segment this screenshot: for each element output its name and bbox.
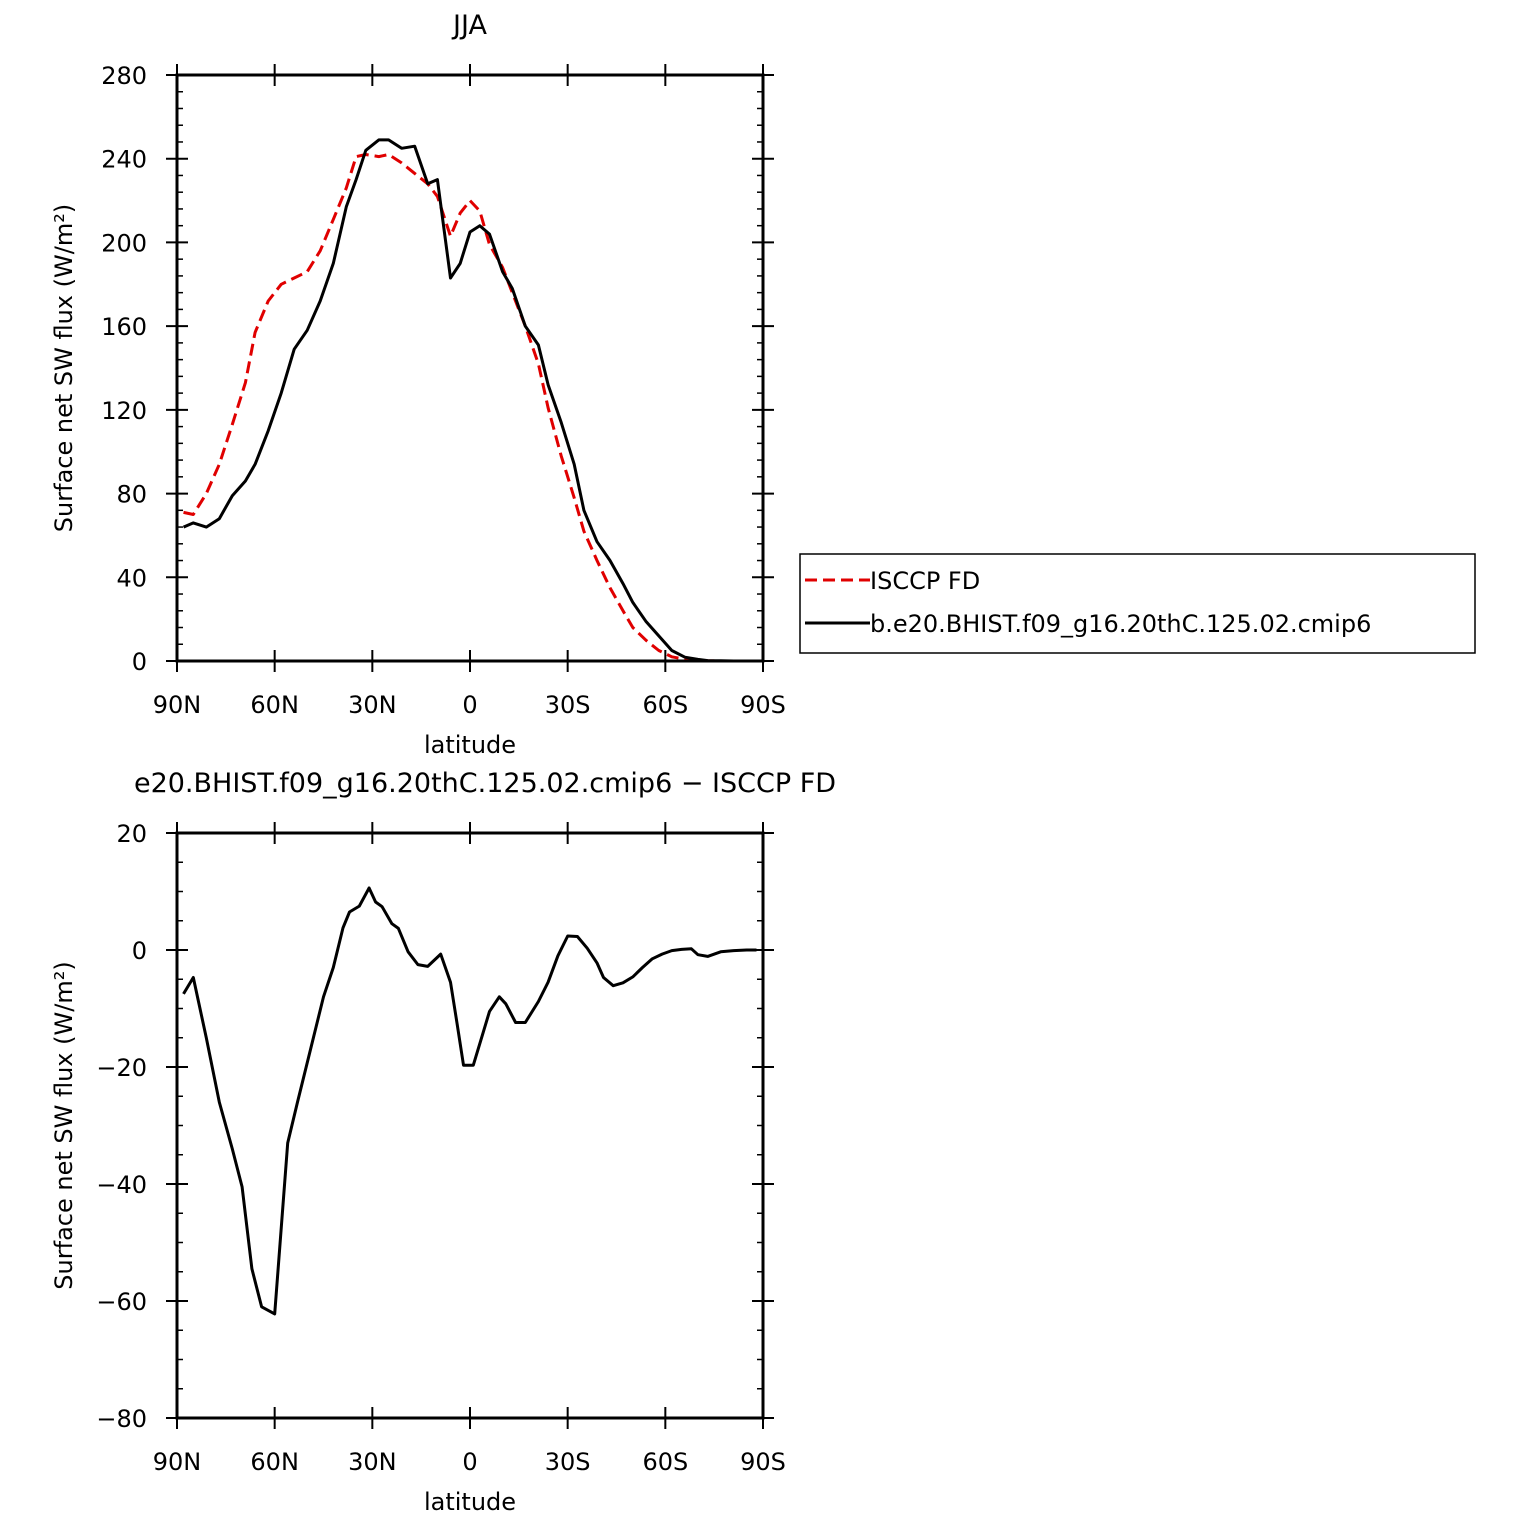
x-tick-label: 90S bbox=[740, 1448, 786, 1476]
bottom-plot-frame bbox=[175, 831, 765, 1420]
y-tick-label: 120 bbox=[101, 397, 147, 425]
series-line-bot-0 bbox=[182, 886, 757, 1316]
bottom-panel: e20.BHIST.f09_g16.20thC.125.02.cmip6 − I… bbox=[50, 768, 836, 1516]
x-tick-label: 30N bbox=[348, 1448, 397, 1476]
x-tick-label: 60S bbox=[642, 1448, 688, 1476]
bottom-chart-title: e20.BHIST.f09_g16.20thC.125.02.cmip6 − I… bbox=[134, 768, 836, 799]
x-tick-label: 30N bbox=[348, 691, 397, 719]
legend-label-model: b.e20.BHIST.f09_g16.20thC.125.02.cmip6 bbox=[870, 610, 1371, 638]
y-tick-label: −60 bbox=[96, 1288, 147, 1316]
x-tick-label: 90N bbox=[153, 1448, 202, 1476]
y-tick-label: 20 bbox=[116, 820, 147, 848]
top-panel: JJA 0 40 80 120 160 200 240 280 90N 60N 30N 0 30S 60S… bbox=[50, 10, 786, 759]
x-tick-label: 0 bbox=[462, 691, 477, 719]
x-tick-label: 60N bbox=[250, 1448, 299, 1476]
y-tick-label: 240 bbox=[101, 146, 147, 174]
y-tick-label: −80 bbox=[96, 1405, 147, 1433]
y-tick-label: 0 bbox=[132, 937, 147, 965]
top-chart-title: JJA bbox=[451, 10, 487, 41]
y-tick-label: 160 bbox=[101, 313, 147, 341]
top-x-axis-label: latitude bbox=[424, 731, 516, 759]
series-line-top-1 bbox=[182, 138, 757, 663]
top-tick-labels: 0 40 80 120 160 200 240 280 90N 60N 30N 0 30S 60S 90S bbox=[101, 62, 786, 719]
y-tick-label: 40 bbox=[116, 564, 147, 592]
top-axis-ticks bbox=[166, 64, 774, 672]
bottom-tick-labels: −80 −60 −40 −20 0 20 90N 60N 30N 0 30S 60S 90S bbox=[96, 820, 786, 1476]
y-tick-label: 200 bbox=[101, 229, 147, 257]
y-tick-label: 0 bbox=[132, 648, 147, 676]
top-y-axis-label: Surface net SW flux (W/m²) bbox=[50, 204, 78, 532]
y-tick-label: 80 bbox=[116, 481, 147, 509]
x-tick-label: 90N bbox=[153, 691, 202, 719]
x-tick-label: 30S bbox=[545, 691, 591, 719]
x-tick-label: 60N bbox=[250, 691, 299, 719]
bottom-y-axis-label: Surface net SW flux (W/m²) bbox=[50, 961, 78, 1289]
legend-box bbox=[799, 553, 1476, 654]
legend-label-isccp: ISCCP FD bbox=[870, 567, 980, 595]
y-tick-label: 280 bbox=[101, 62, 147, 90]
bottom-axis-ticks bbox=[166, 822, 774, 1429]
x-tick-label: 0 bbox=[462, 1448, 477, 1476]
bottom-series-lines bbox=[182, 886, 757, 1316]
x-tick-label: 60S bbox=[642, 691, 688, 719]
series-line-top-0 bbox=[183, 153, 757, 663]
bottom-x-axis-label: latitude bbox=[424, 1488, 516, 1516]
y-tick-label: −20 bbox=[96, 1054, 147, 1082]
legend: ISCCP FD b.e20.BHIST.f09_g16.20thC.125.0… bbox=[799, 553, 1476, 654]
top-plot-frame bbox=[175, 73, 765, 663]
top-series-lines bbox=[182, 138, 757, 663]
x-tick-label: 90S bbox=[740, 691, 786, 719]
y-tick-label: −40 bbox=[96, 1171, 147, 1199]
x-tick-label: 30S bbox=[545, 1448, 591, 1476]
